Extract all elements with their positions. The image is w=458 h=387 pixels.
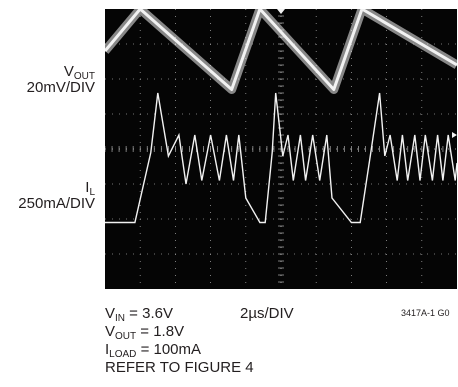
trigger-marker — [277, 9, 285, 14]
vin-annotation: VIN = 3.6V — [105, 305, 173, 324]
level-marker — [452, 132, 457, 138]
refer-annotation: REFER TO FIGURE 4 — [105, 359, 254, 376]
il-label: IL 250mA/DIV — [18, 179, 95, 212]
figure-id: 3417A-1 G0 — [401, 308, 450, 318]
il-trace — [105, 92, 457, 224]
vout-annotation: VOUT = 1.8V — [105, 323, 185, 342]
vout-scale: 20mV/DIV — [26, 79, 95, 96]
time-per-div: 2µs/DIV — [240, 305, 294, 322]
il-scale: 250mA/DIV — [18, 195, 95, 212]
iload-annotation: ILOAD = 100mA — [105, 341, 202, 360]
vout-label: VOUT 20mV/DIV — [26, 63, 95, 96]
oscilloscope-screen — [105, 9, 457, 289]
